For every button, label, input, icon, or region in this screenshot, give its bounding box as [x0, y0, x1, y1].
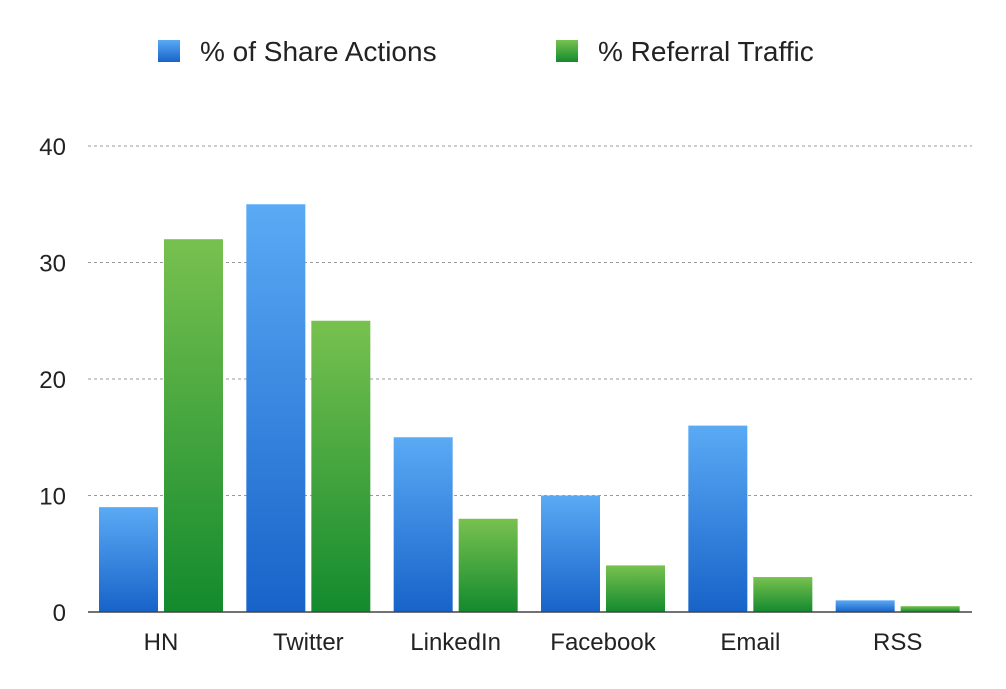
bar-linkedin-series-1 [393, 437, 453, 612]
bar-facebook-series-1 [541, 495, 600, 612]
y-tick-label-0: 0 [53, 600, 66, 627]
y-tick-label-40: 40 [39, 134, 66, 161]
legend: % of Share Actions % Referral Traffic [158, 36, 814, 67]
bar-hn-series-1 [99, 507, 158, 612]
x-tick-label-hn: HN [144, 629, 179, 656]
bar-hn-series-2 [164, 239, 223, 612]
legend-label-1: % of Share Actions [200, 36, 437, 67]
bar-rss-series-2 [900, 606, 960, 612]
bar-rss-series-1 [835, 600, 895, 612]
x-tick-label-email: Email [720, 629, 780, 656]
x-tick-label-twitter: Twitter [273, 629, 344, 656]
bar-linkedin-series-2 [458, 518, 518, 612]
legend-label-2: % Referral Traffic [598, 36, 814, 67]
bars [99, 204, 960, 612]
x-tick-label-linkedin: LinkedIn [410, 629, 501, 656]
bar-twitter-series-2 [311, 320, 371, 612]
bar-email-series-2 [753, 577, 813, 612]
bar-twitter-series-1 [246, 204, 306, 612]
y-axis-ticks: 0 10 20 30 40 [39, 134, 66, 627]
y-tick-label-20: 20 [39, 367, 66, 394]
x-tick-label-rss: RSS [873, 629, 922, 656]
y-tick-label-10: 10 [39, 484, 66, 511]
y-tick-label-30: 30 [39, 251, 66, 278]
bar-email-series-1 [688, 425, 748, 612]
x-tick-label-facebook: Facebook [550, 629, 656, 656]
x-axis-labels: HN Twitter LinkedIn Facebook Email RSS [144, 629, 923, 656]
legend-swatch-2 [556, 40, 578, 62]
legend-swatch-1 [158, 40, 180, 62]
bar-facebook-series-2 [606, 565, 665, 612]
